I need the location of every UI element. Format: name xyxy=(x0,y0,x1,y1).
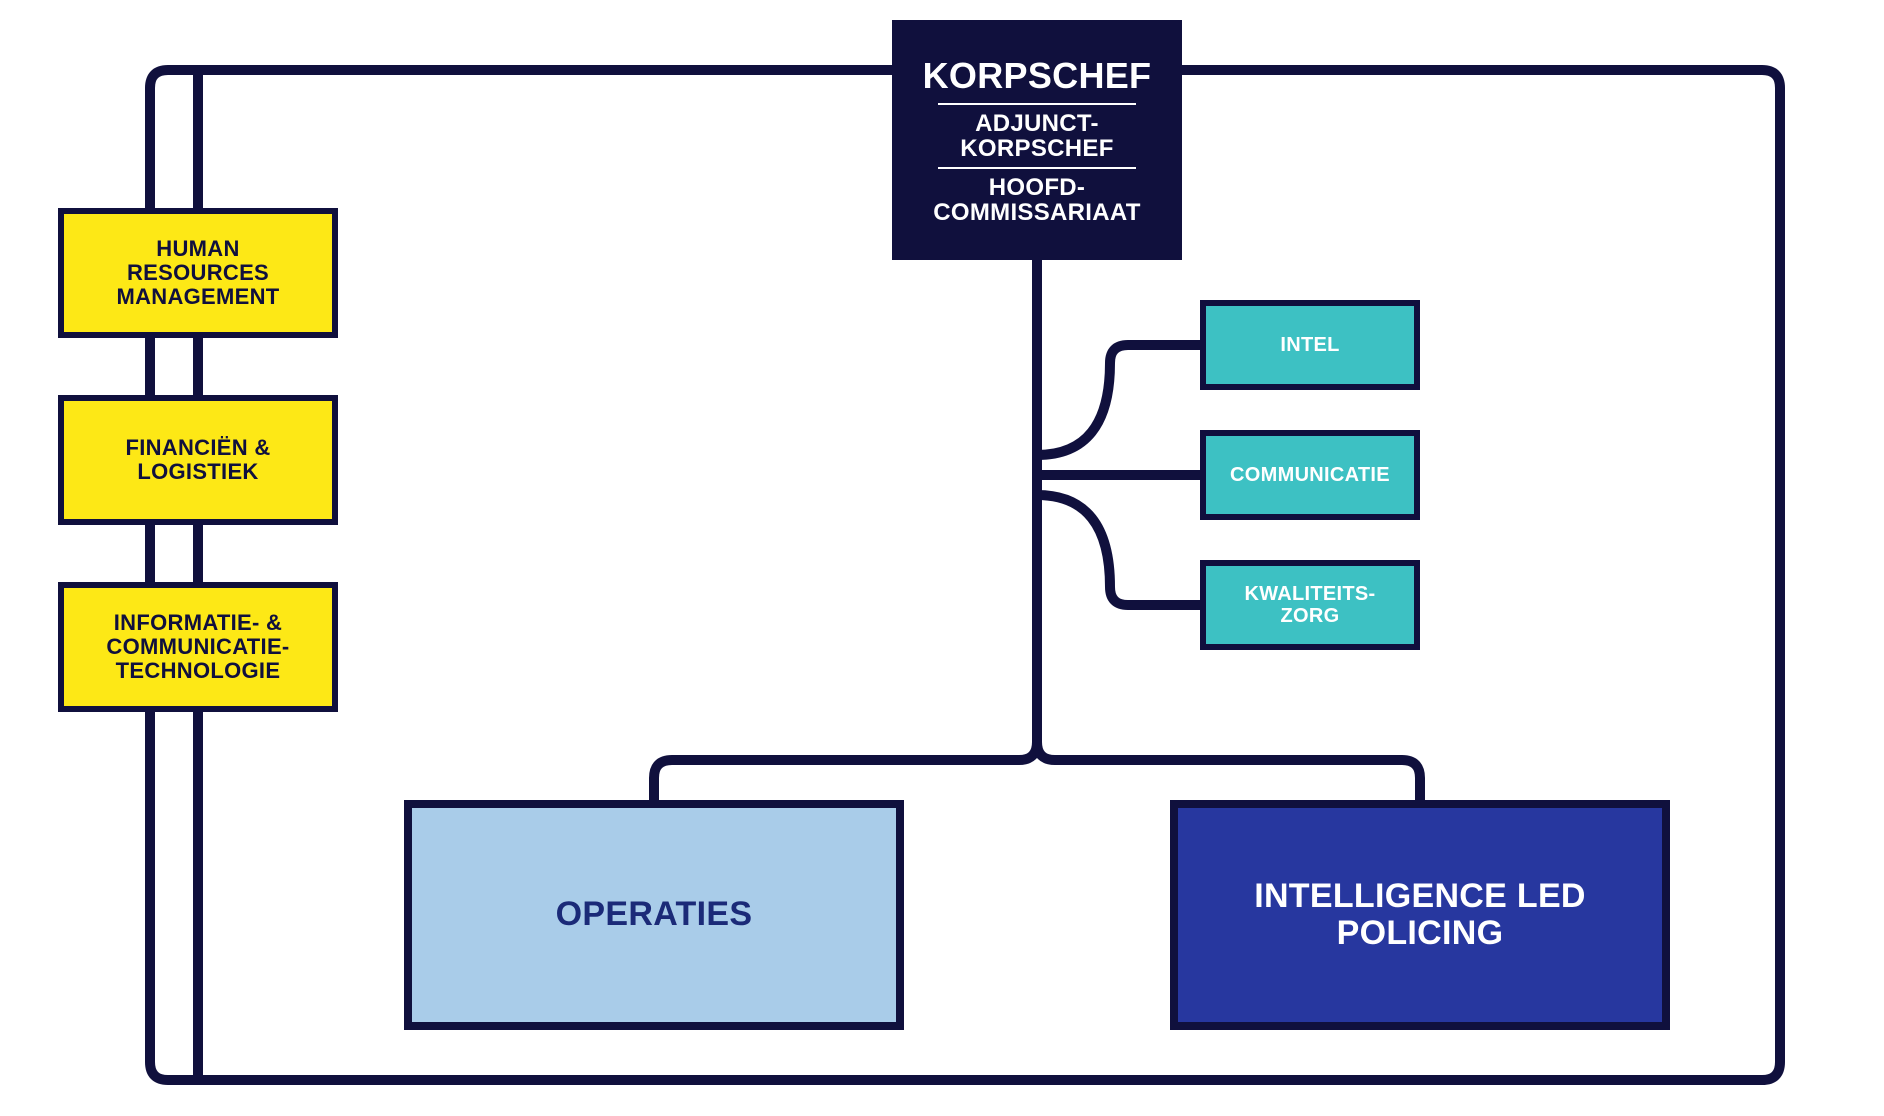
header-line: HOOFD- xyxy=(933,175,1140,200)
header-line: ADJUNCT- xyxy=(960,111,1113,136)
node-kwal-line: KWALITEITS- xyxy=(1244,583,1375,605)
node-fin-line: FINANCIËN & xyxy=(125,436,270,460)
node-kwal: KWALITEITS-ZORG xyxy=(1200,560,1420,650)
node-intel-line: INTEL xyxy=(1280,334,1339,356)
node-hrm-line: HUMAN xyxy=(156,237,239,261)
header-sub1: ADJUNCT-KORPSCHEF xyxy=(960,111,1113,161)
header-line: COMMISSARIAAT xyxy=(933,200,1140,225)
node-ict-line: COMMUNICATIE- xyxy=(106,635,289,659)
node-ilp: INTELLIGENCE LEDPOLICING xyxy=(1170,800,1670,1030)
node-ict-line: INFORMATIE- & xyxy=(114,611,282,635)
node-intel: INTEL xyxy=(1200,300,1420,390)
header-divider xyxy=(938,103,1135,105)
node-hrm: HUMANRESOURCESMANAGEMENT xyxy=(58,208,338,338)
node-ops: OPERATIES xyxy=(404,800,904,1030)
node-ilp-line: POLICING xyxy=(1337,915,1504,952)
node-hrm-line: RESOURCES xyxy=(127,261,269,285)
node-hrm-line: MANAGEMENT xyxy=(116,285,279,309)
node-comm-line: COMMUNICATIE xyxy=(1230,464,1390,486)
header-title: KORPSCHEF xyxy=(923,55,1152,97)
header-divider xyxy=(938,167,1135,169)
header-sub2: HOOFD-COMMISSARIAAT xyxy=(933,175,1140,225)
node-ict: INFORMATIE- &COMMUNICATIE-TECHNOLOGIE xyxy=(58,582,338,712)
node-ict-line: TECHNOLOGIE xyxy=(116,659,281,683)
node-fin: FINANCIËN &LOGISTIEK xyxy=(58,395,338,525)
node-header: KORPSCHEFADJUNCT-KORPSCHEFHOOFD-COMMISSA… xyxy=(892,20,1182,260)
node-kwal-line: ZORG xyxy=(1281,605,1340,627)
header-line: KORPSCHEF xyxy=(960,136,1113,161)
node-ilp-line: INTELLIGENCE LED xyxy=(1254,878,1586,915)
org-chart-canvas: KORPSCHEFADJUNCT-KORPSCHEFHOOFD-COMMISSA… xyxy=(0,0,1884,1116)
node-ops-line: OPERATIES xyxy=(556,896,753,933)
node-comm: COMMUNICATIE xyxy=(1200,430,1420,520)
node-fin-line: LOGISTIEK xyxy=(137,460,258,484)
